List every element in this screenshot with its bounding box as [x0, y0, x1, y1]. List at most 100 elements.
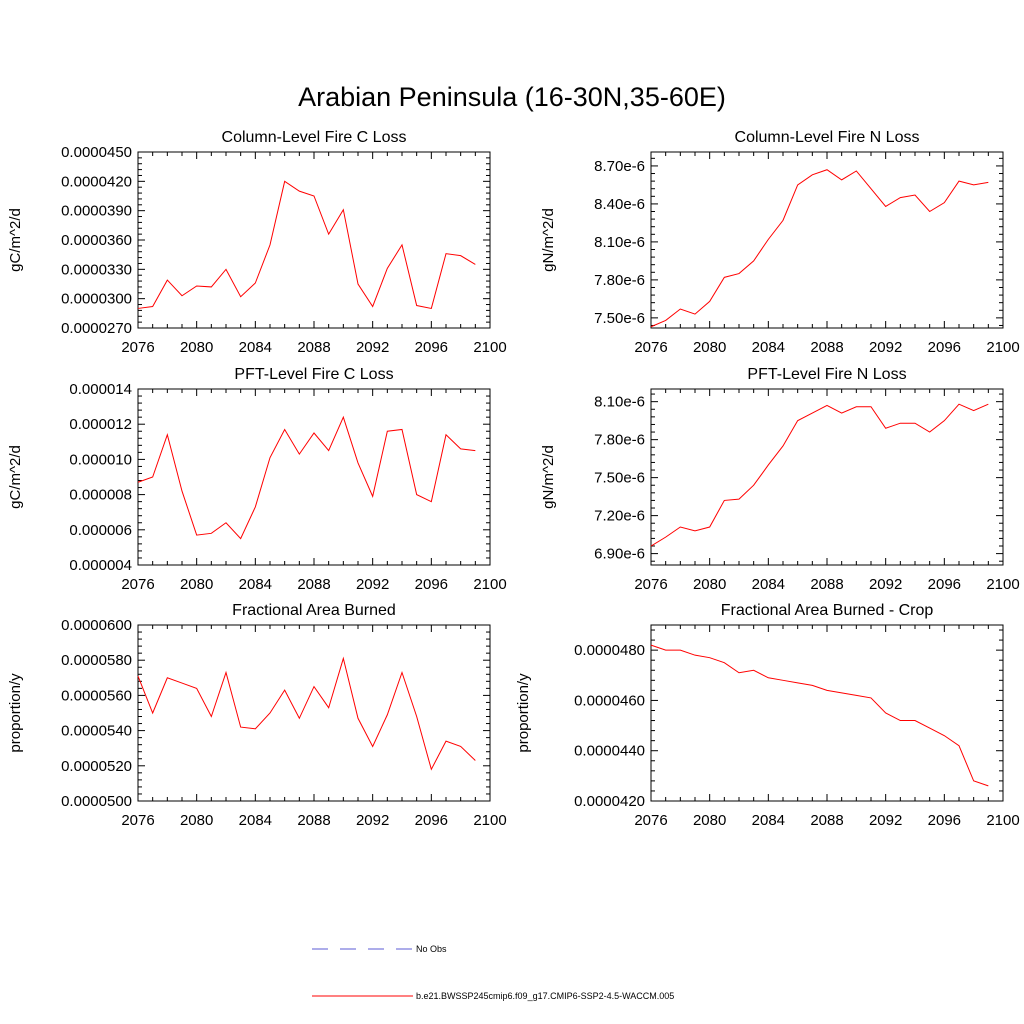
x-tick-label: 2084 — [239, 576, 272, 593]
y-tick-label: 0.000006 — [69, 522, 132, 539]
y-tick-label: 0.0000560 — [61, 687, 132, 704]
chart-panel-5: Fractional Area Burned proportion/y 2076 20… — [7, 602, 507, 829]
x-tick-label: 2080 — [693, 576, 726, 593]
x-tick-label: 2076 — [121, 576, 154, 593]
x-tick-label: 2080 — [693, 812, 726, 829]
y-tick-label: 0.0000440 — [574, 743, 645, 760]
x-tick-label: 2100 — [473, 576, 506, 593]
panel-title: Column-Level Fire C Loss — [222, 129, 407, 146]
x-tick-label: 2092 — [356, 339, 389, 356]
x-tick-label: 2088 — [810, 339, 843, 356]
x-tick-label: 2084 — [752, 576, 785, 593]
y-tick-label: 7.80e-6 — [594, 272, 645, 289]
y-tick-label: 0.0000500 — [61, 793, 132, 810]
x-tick-label: 2088 — [810, 576, 843, 593]
x-tick-label: 2100 — [986, 576, 1019, 593]
legend: No Obs b.e21.BWSSP245cmip6.f09_g17.CMIP6… — [312, 944, 674, 1001]
y-tick-label: 7.80e-6 — [594, 432, 645, 449]
y-axis-label: proportion/y — [7, 673, 24, 753]
x-tick-label: 2076 — [634, 339, 667, 356]
chart-panel-4: PFT-Level Fire N Loss gN/m^2/d 2076 2080 208… — [540, 366, 1020, 593]
chart-panel-2: Column-Level Fire N Loss gN/m^2/d 2076 2080… — [540, 129, 1020, 356]
plot-frame — [650, 388, 1004, 566]
plot-frame — [650, 151, 1004, 329]
plot-frame — [137, 151, 491, 329]
x-tick-label: 2100 — [986, 339, 1019, 356]
x-tick-label: 2088 — [297, 576, 330, 593]
x-tick-label: 2080 — [180, 339, 213, 356]
x-tick-label: 2088 — [297, 339, 330, 356]
x-tick-label: 2076 — [121, 812, 154, 829]
y-tick-label: 0.000010 — [69, 451, 132, 468]
panel-title: Fractional Area Burned — [232, 602, 396, 619]
x-tick-label: 2100 — [473, 339, 506, 356]
y-tick-label: 0.0000460 — [574, 692, 645, 709]
x-tick-label: 2088 — [297, 812, 330, 829]
y-tick-label: 0.0000520 — [61, 758, 132, 775]
legend-label-model: b.e21.BWSSP245cmip6.f09_g17.CMIP6-SSP2-4… — [416, 991, 674, 1001]
legend-label-no-obs: No Obs — [416, 944, 447, 954]
y-axis-label: gN/m^2/d — [540, 445, 557, 509]
y-tick-label: 6.90e-6 — [594, 546, 645, 563]
y-axis-label: gC/m^2/d — [7, 208, 24, 272]
y-tick-label: 0.000008 — [69, 487, 132, 504]
panel-title: Fractional Area Burned - Crop — [721, 602, 934, 619]
y-tick-label: 0.0000330 — [61, 261, 132, 278]
y-tick-label: 0.0000360 — [61, 232, 132, 249]
x-tick-label: 2080 — [693, 339, 726, 356]
y-tick-label: 0.0000450 — [61, 144, 132, 161]
x-tick-label: 2096 — [928, 339, 961, 356]
x-tick-label: 2096 — [415, 576, 448, 593]
y-tick-label: 0.0000600 — [61, 617, 132, 634]
y-tick-label: 0.0000580 — [61, 652, 132, 669]
x-tick-label: 2092 — [356, 812, 389, 829]
x-tick-label: 2076 — [121, 339, 154, 356]
series-line — [137, 180, 476, 310]
x-tick-label: 2084 — [752, 812, 785, 829]
y-tick-label: 8.70e-6 — [594, 158, 645, 175]
y-tick-label: 0.0000420 — [61, 173, 132, 190]
figure-title: Arabian Peninsula (16-30N,35-60E) — [298, 82, 726, 112]
y-axis-label: gC/m^2/d — [7, 445, 24, 509]
x-tick-label: 2096 — [928, 812, 961, 829]
x-tick-label: 2076 — [634, 812, 667, 829]
series-line — [650, 644, 989, 787]
series-line — [137, 415, 476, 540]
panel-title: PFT-Level Fire C Loss — [234, 366, 393, 383]
x-tick-label: 2096 — [415, 812, 448, 829]
y-tick-label: 0.0000270 — [61, 320, 132, 337]
x-tick-label: 2100 — [986, 812, 1019, 829]
y-tick-label: 7.50e-6 — [594, 470, 645, 487]
x-tick-label: 2092 — [869, 576, 902, 593]
x-tick-label: 2084 — [239, 339, 272, 356]
y-tick-label: 0.0000300 — [61, 291, 132, 308]
series-line — [650, 169, 989, 328]
x-tick-label: 2080 — [180, 576, 213, 593]
panel-title: Column-Level Fire N Loss — [735, 129, 920, 146]
panel-title: PFT-Level Fire N Loss — [747, 366, 906, 383]
chart-panel-6: Fractional Area Burned - Crop proportion/… — [515, 602, 1020, 829]
y-tick-label: 7.50e-6 — [594, 310, 645, 327]
y-tick-label: 0.000012 — [69, 416, 132, 433]
x-tick-label: 2088 — [810, 812, 843, 829]
x-tick-label: 2100 — [473, 812, 506, 829]
x-tick-label: 2084 — [752, 339, 785, 356]
series-line — [650, 403, 989, 547]
series-line — [137, 656, 476, 771]
y-axis-label: proportion/y — [515, 673, 532, 753]
x-tick-label: 2096 — [928, 576, 961, 593]
y-tick-label: 7.20e-6 — [594, 508, 645, 525]
y-tick-label: 8.40e-6 — [594, 196, 645, 213]
plot-frame — [650, 624, 1004, 802]
chart-panel-1: Column-Level Fire C Loss gC/m^2/d 2076 2080… — [7, 129, 507, 356]
plot-frame — [137, 624, 491, 802]
y-tick-label: 0.000004 — [69, 557, 132, 574]
y-tick-label: 0.0000540 — [61, 723, 132, 740]
panels: Column-Level Fire C Loss gC/m^2/d 2076 2080… — [7, 129, 1020, 829]
y-tick-label: 8.10e-6 — [594, 234, 645, 251]
x-tick-label: 2096 — [415, 339, 448, 356]
y-tick-label: 0.0000420 — [574, 793, 645, 810]
y-tick-label: 0.0000480 — [574, 642, 645, 659]
y-axis-label: gN/m^2/d — [540, 208, 557, 272]
